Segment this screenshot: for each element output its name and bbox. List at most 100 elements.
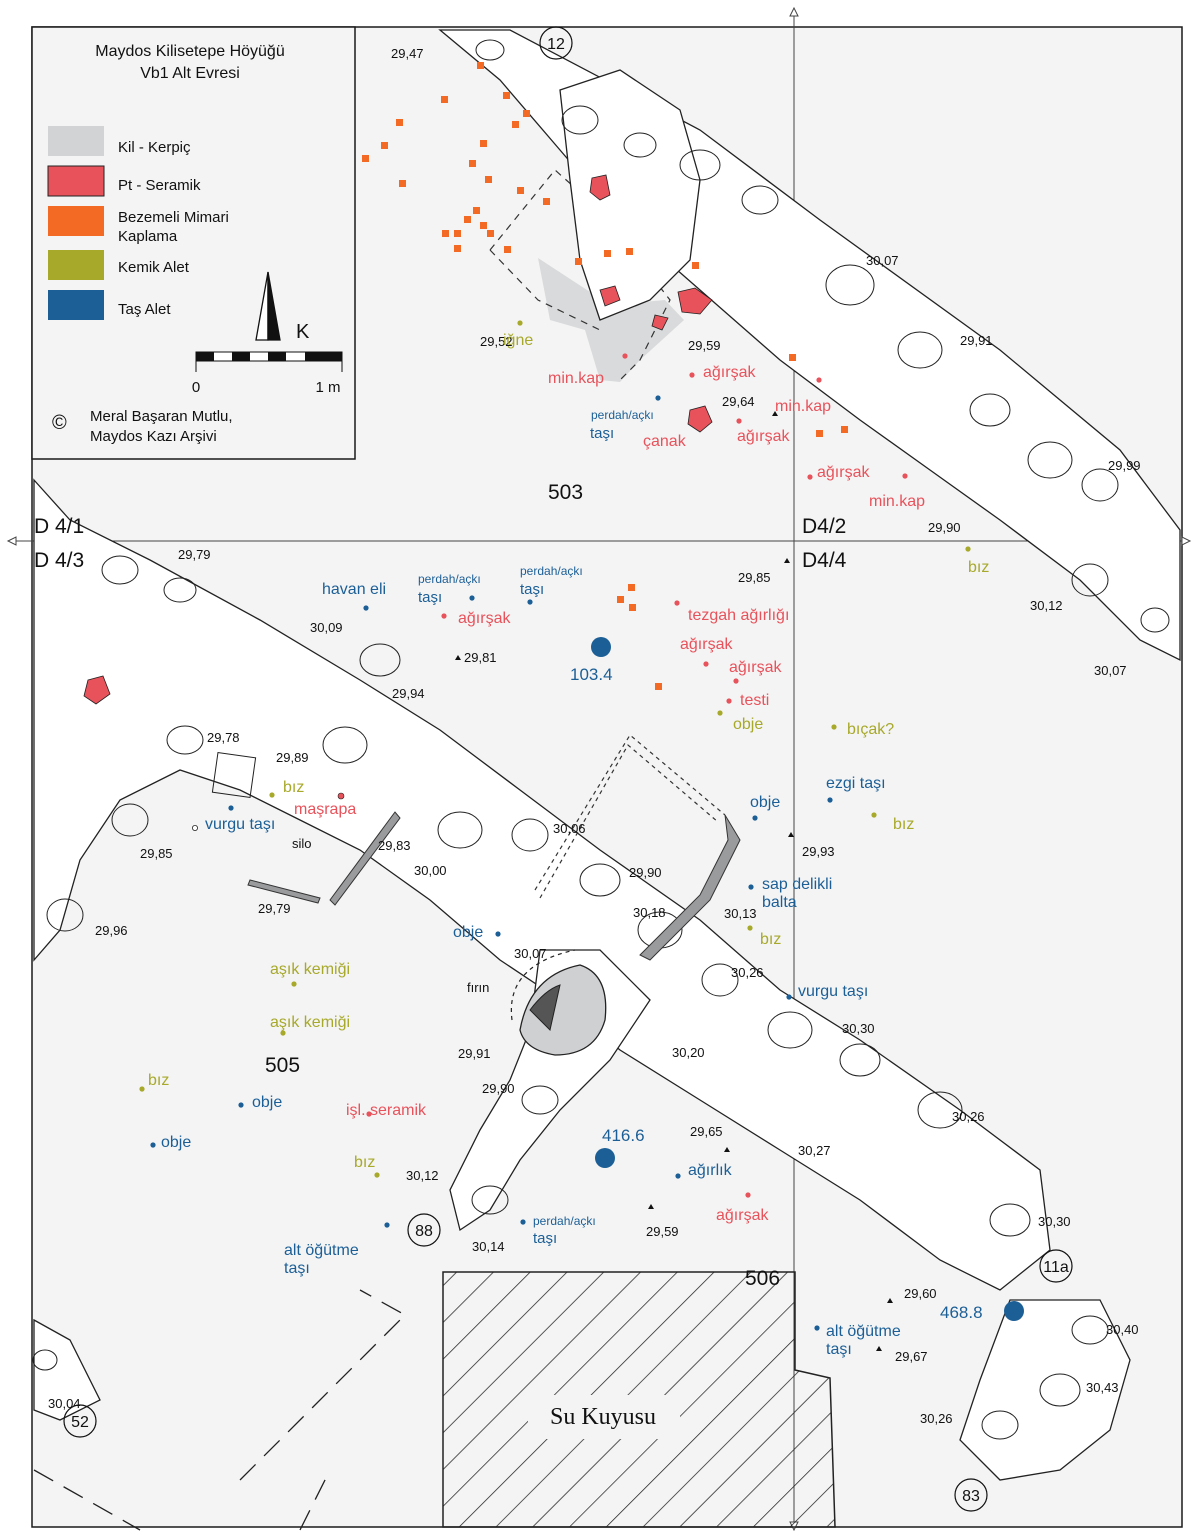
svg-text:30,07: 30,07 bbox=[514, 946, 547, 961]
svg-text:29,65: 29,65 bbox=[690, 1124, 723, 1139]
svg-text:taşı: taşı bbox=[520, 581, 544, 598]
svg-text:29,78: 29,78 bbox=[207, 730, 240, 745]
svg-text:29,96: 29,96 bbox=[95, 923, 128, 938]
svg-text:taşı: taşı bbox=[418, 589, 442, 606]
svg-text:30,20: 30,20 bbox=[672, 1045, 705, 1060]
svg-text:505: 505 bbox=[265, 1054, 300, 1077]
architectural-coating-squares bbox=[362, 62, 848, 690]
svg-text:29,59: 29,59 bbox=[688, 338, 721, 353]
svg-text:bıçak?: bıçak? bbox=[847, 721, 894, 738]
svg-text:29,93: 29,93 bbox=[802, 844, 835, 859]
grid-sw: D 4/3 bbox=[34, 549, 84, 572]
legend-label-bone: Kemik Alet bbox=[118, 259, 190, 276]
svg-text:obje: obje bbox=[733, 716, 763, 733]
legend-swatch-pottery bbox=[47, 165, 105, 197]
svg-text:bız: bız bbox=[760, 931, 781, 948]
svg-text:29,85: 29,85 bbox=[140, 846, 173, 861]
svg-text:30,12: 30,12 bbox=[406, 1168, 439, 1183]
svg-text:ağırşak: ağırşak bbox=[680, 636, 733, 653]
svg-text:29,91: 29,91 bbox=[458, 1046, 491, 1061]
svg-text:29,79: 29,79 bbox=[178, 547, 211, 562]
svg-text:vurgu taşı: vurgu taşı bbox=[798, 983, 868, 1000]
svg-text:silo: silo bbox=[292, 836, 312, 851]
svg-text:30,26: 30,26 bbox=[952, 1109, 985, 1124]
legend-swatch-coating bbox=[48, 206, 104, 236]
svg-text:alt öğütme: alt öğütme bbox=[826, 1323, 901, 1340]
svg-text:min.kap: min.kap bbox=[775, 398, 831, 415]
svg-text:30,26: 30,26 bbox=[731, 965, 764, 980]
svg-text:ezgi taşı: ezgi taşı bbox=[826, 775, 886, 792]
big-point-labels: 103.4 416.6 468.8 bbox=[570, 665, 983, 1322]
svg-text:29,79: 29,79 bbox=[258, 901, 291, 916]
svg-text:30,27: 30,27 bbox=[798, 1143, 831, 1158]
svg-text:perdah/açkı: perdah/açkı bbox=[520, 564, 583, 578]
svg-text:30,07: 30,07 bbox=[866, 253, 899, 268]
svg-text:bız: bız bbox=[893, 816, 914, 833]
elevation-labels: 29,47 29,52 29,59 29,64 30,07 29,91 29,9… bbox=[48, 46, 1141, 1426]
pottery-patches bbox=[83, 174, 713, 705]
svg-text:29,60: 29,60 bbox=[904, 1286, 937, 1301]
svg-text:taşı: taşı bbox=[826, 1341, 852, 1358]
copyright-icon: © bbox=[52, 412, 67, 434]
circled-numbers bbox=[63, 26, 1073, 1512]
scale-end: 1 m bbox=[315, 379, 340, 396]
svg-text:30,30: 30,30 bbox=[1038, 1214, 1071, 1229]
svg-text:29,67: 29,67 bbox=[895, 1349, 928, 1364]
north-arrow-icon bbox=[255, 271, 281, 341]
clay-area bbox=[538, 258, 684, 382]
grid-se: D4/4 bbox=[802, 549, 847, 572]
svg-text:alt öğütme: alt öğütme bbox=[284, 1242, 359, 1259]
credit-line-1: Meral Başaran Mutlu, bbox=[90, 408, 233, 425]
svg-text:30,12: 30,12 bbox=[1030, 598, 1063, 613]
legend-label-pottery: Pt - Seramik bbox=[118, 177, 201, 194]
svg-text:havan eli: havan eli bbox=[322, 581, 386, 598]
legend-label-stone: Taş Alet bbox=[118, 301, 171, 318]
svg-text:ağırşak: ağırşak bbox=[458, 610, 511, 627]
svg-text:sap delikli: sap delikli bbox=[762, 876, 832, 893]
credit-line-2: Maydos Kazı Arşivi bbox=[90, 428, 217, 445]
legend-swatch-stone bbox=[48, 290, 104, 320]
svg-text:29,90: 29,90 bbox=[928, 520, 961, 535]
feature-labels: silo fırın bbox=[292, 836, 489, 995]
svg-text:ağırşak: ağırşak bbox=[716, 1207, 769, 1224]
big-point-4688 bbox=[1004, 1301, 1024, 1321]
circled-12: 12 bbox=[547, 36, 565, 53]
scale-bar bbox=[195, 351, 343, 372]
svg-text:taşı: taşı bbox=[284, 1260, 310, 1277]
svg-text:perdah/açkı: perdah/açkı bbox=[591, 408, 654, 422]
grid-labels: D 4/1 D 4/3 D4/2 D4/4 bbox=[34, 515, 847, 572]
svg-text:ağırşak: ağırşak bbox=[817, 464, 870, 481]
svg-text:416.6: 416.6 bbox=[602, 1126, 645, 1145]
legend-label-clay: Kil - Kerpiç bbox=[118, 139, 191, 156]
svg-text:29,89: 29,89 bbox=[276, 750, 309, 765]
dashed-channel bbox=[534, 734, 726, 899]
svg-text:tezgah ağırlığı: tezgah ağırlığı bbox=[688, 607, 789, 624]
room-numbers: 503 505 506 bbox=[265, 481, 780, 1290]
svg-text:30,18: 30,18 bbox=[633, 905, 666, 920]
svg-text:30,14: 30,14 bbox=[472, 1239, 505, 1254]
kiln bbox=[510, 949, 607, 1056]
svg-text:taşı: taşı bbox=[533, 1230, 557, 1247]
svg-text:29,64: 29,64 bbox=[722, 394, 755, 409]
svg-text:perdah/açkı: perdah/açkı bbox=[533, 1214, 596, 1228]
svg-text:ağırşak: ağırşak bbox=[737, 428, 790, 445]
svg-text:29,83: 29,83 bbox=[378, 838, 411, 853]
svg-text:103.4: 103.4 bbox=[570, 665, 613, 684]
svg-text:506: 506 bbox=[745, 1267, 780, 1290]
svg-text:min.kap: min.kap bbox=[869, 493, 925, 510]
svg-text:aşık kemiği: aşık kemiği bbox=[270, 961, 350, 978]
legend-title-2: Vb1 Alt Evresi bbox=[140, 65, 240, 82]
svg-text:ağırşak: ağırşak bbox=[703, 364, 756, 381]
svg-text:ağırlık: ağırlık bbox=[688, 1162, 733, 1179]
legend-title-1: Maydos Kilisetepe Höyüğü bbox=[95, 43, 284, 60]
svg-text:30,04: 30,04 bbox=[48, 1396, 81, 1411]
svg-text:iğne: iğne bbox=[503, 332, 533, 349]
bone-find-labels: iğne bız obje bıçak? bız bız bız aşık ke… bbox=[148, 332, 989, 1171]
svg-text:29,59: 29,59 bbox=[646, 1224, 679, 1239]
svg-text:29,52: 29,52 bbox=[480, 334, 513, 349]
svg-text:30,13: 30,13 bbox=[724, 906, 757, 921]
svg-text:bız: bız bbox=[148, 1072, 169, 1089]
svg-text:aşık kemiği: aşık kemiği bbox=[270, 1014, 350, 1031]
circled-83: 83 bbox=[962, 1488, 980, 1505]
